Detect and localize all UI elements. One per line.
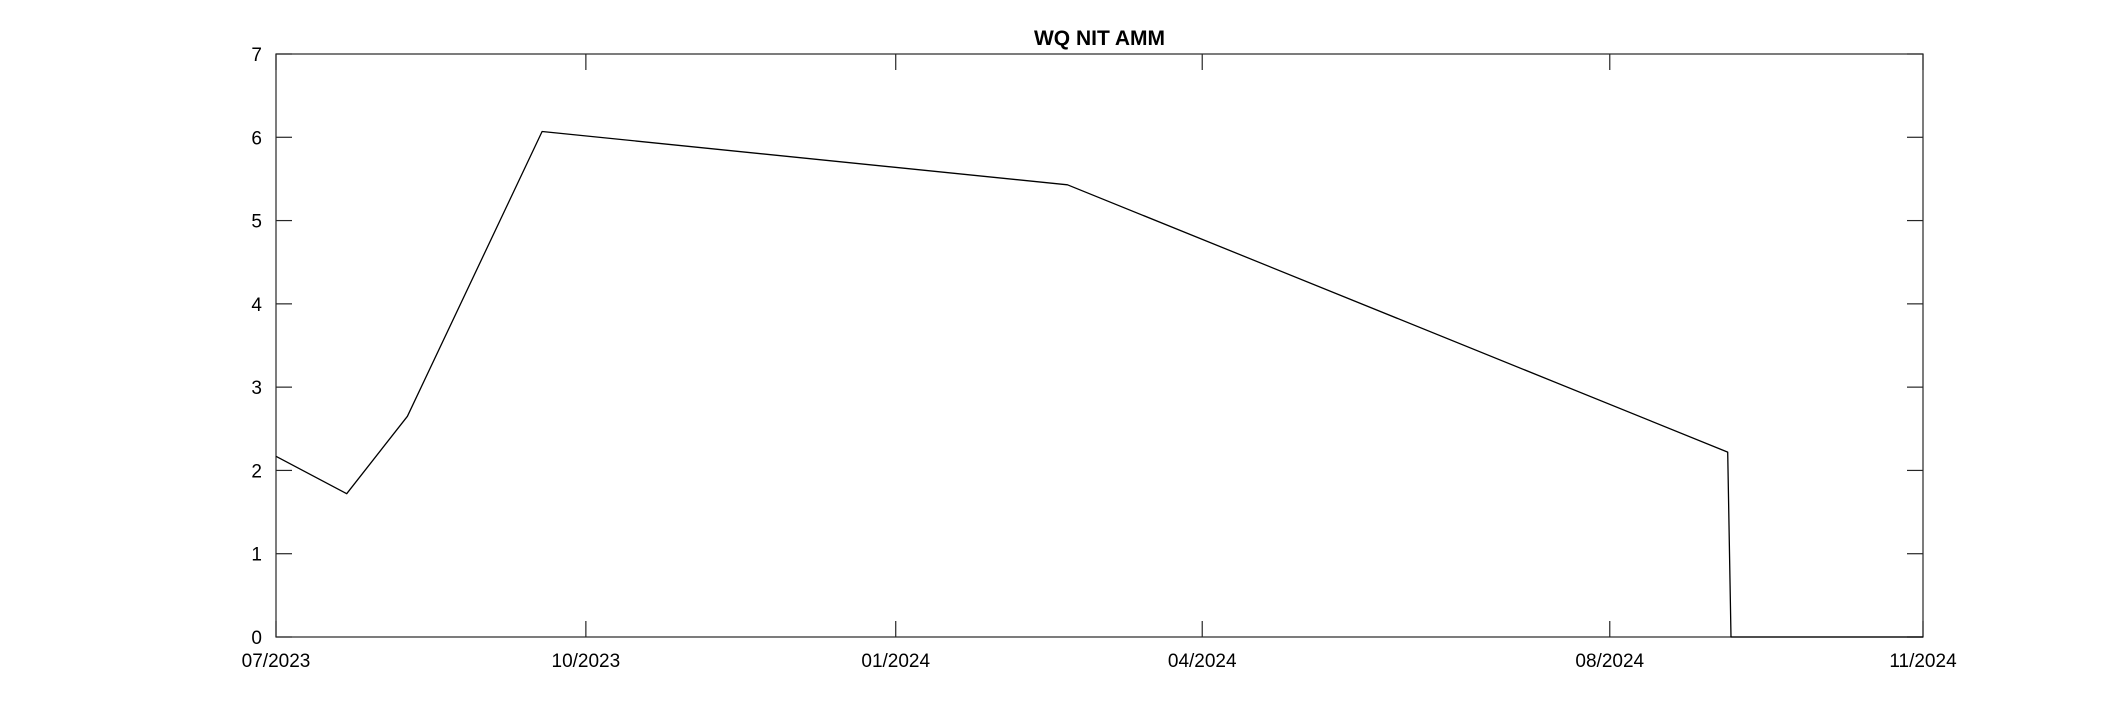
chart-title: WQ NIT AMM (1034, 27, 1165, 50)
y-tick-label: 2 (251, 461, 262, 482)
y-tick-label: 3 (251, 378, 262, 399)
series-line (275, 130, 1923, 638)
x-tick-label: 04/2024 (1168, 651, 1237, 672)
x-tick-label: 07/2023 (242, 651, 311, 672)
plot-area-frame (275, 53, 1924, 638)
y-tick-label: 5 (251, 212, 262, 233)
y-tick-label: 1 (251, 545, 262, 566)
x-tick-label: 01/2024 (861, 651, 930, 672)
y-tick-label: 6 (251, 128, 262, 149)
x-tick-label: 11/2024 (1889, 651, 1957, 672)
y-tick-label: 7 (251, 45, 262, 66)
x-tick-label: 08/2024 (1575, 651, 1644, 672)
x-tick-label: 10/2023 (552, 651, 621, 672)
y-tick-label: 0 (251, 628, 262, 649)
axis-tick-labels: 0 1 2 3 4 5 6 7 07/2023 10/2023 01/2024 04/2024 08/2… (242, 45, 1957, 672)
y-tick-label: 4 (251, 295, 262, 316)
axis-ticks (275, 53, 1924, 638)
series-layer (275, 130, 1923, 638)
